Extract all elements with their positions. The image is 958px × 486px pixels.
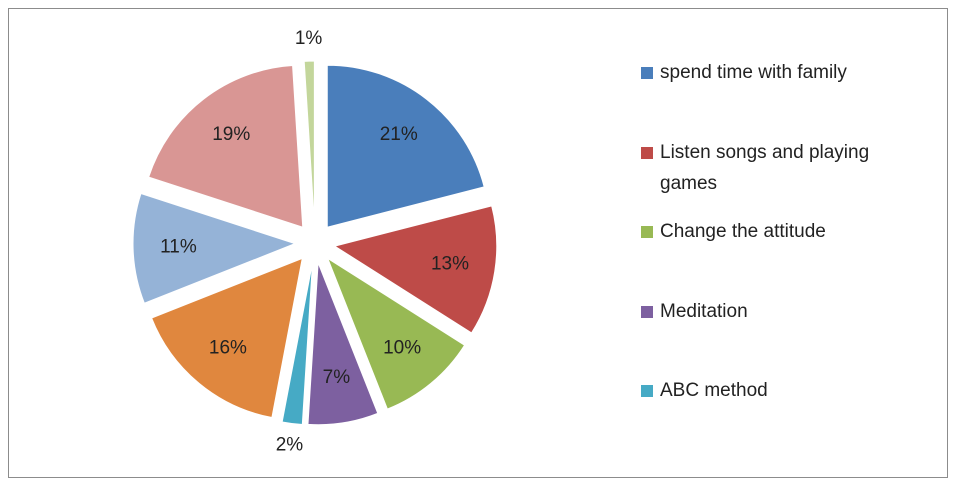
pie-slice	[281, 262, 313, 426]
pie-slice	[307, 262, 379, 426]
legend-item: Listen songs and playing games	[641, 137, 916, 199]
pie-slice	[150, 257, 303, 419]
chart-frame	[8, 8, 948, 478]
data-label: 13%	[431, 253, 469, 274]
data-label: 1%	[295, 28, 323, 49]
data-label: 2%	[276, 434, 304, 455]
legend-swatch	[641, 67, 653, 79]
legend-item: spend time with family	[641, 57, 916, 88]
pie-slice	[326, 257, 466, 410]
legend-swatch	[641, 306, 653, 318]
data-label: 21%	[380, 124, 418, 145]
pie-slice	[148, 64, 304, 228]
legend-swatch	[641, 226, 653, 238]
data-label: 19%	[212, 124, 250, 145]
data-label: 7%	[323, 367, 351, 388]
data-label: 16%	[209, 337, 247, 358]
legend-item: Change the attitude	[641, 216, 916, 247]
legend-swatch	[641, 147, 653, 159]
pie-slice	[333, 205, 498, 334]
legend-item: ABC method	[641, 375, 916, 406]
pie-slice	[132, 192, 297, 304]
legend-label: spend time with family	[660, 62, 847, 83]
data-label: 10%	[383, 337, 421, 358]
legend-label: Meditation	[660, 301, 748, 322]
data-label: 11%	[160, 236, 197, 257]
legend-label: Change the attitude	[660, 221, 826, 242]
legend-label: ABC method	[660, 380, 768, 401]
pie-slice	[326, 64, 485, 228]
pie-slice	[303, 60, 315, 224]
legend-swatch	[641, 385, 653, 397]
legend-item: Meditation	[641, 296, 916, 327]
legend-label: Listen songs and playing games	[660, 142, 870, 194]
